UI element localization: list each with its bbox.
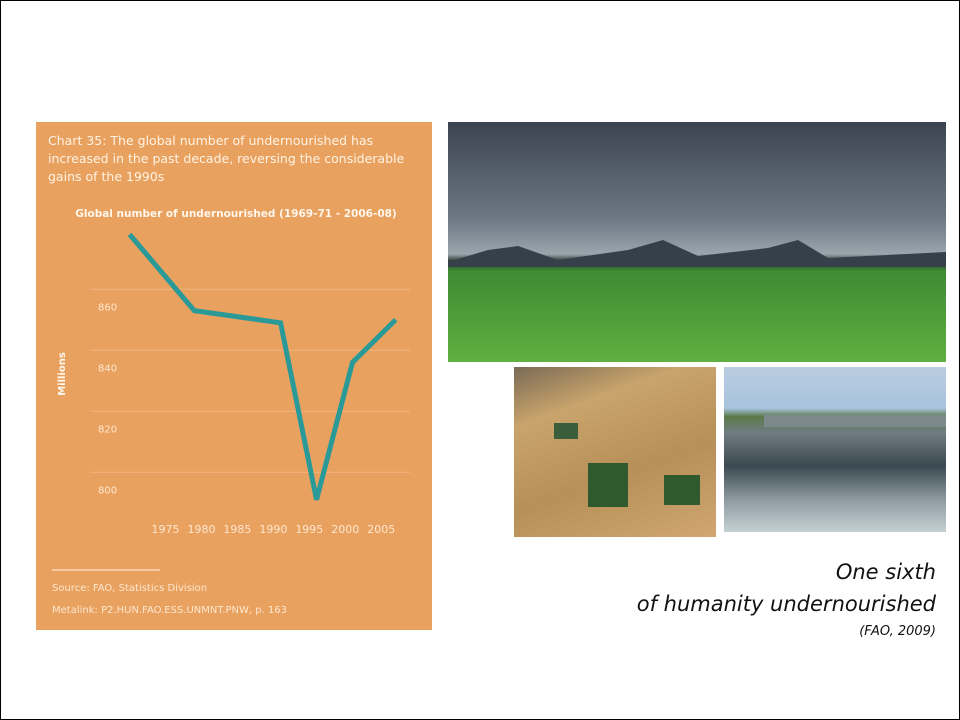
x-tick-label: 1975 — [152, 523, 180, 536]
chart-panel: Chart 35: The global number of undernour… — [36, 122, 432, 630]
photo-art — [514, 367, 716, 537]
x-tick-label: 1980 — [187, 523, 215, 536]
citation: (FAO, 2009) — [859, 624, 936, 639]
caption: One sixth — [836, 560, 936, 584]
source: Source: FAO, Statistics Division — [52, 583, 207, 594]
photo-dam — [724, 367, 946, 532]
photo-art — [448, 122, 946, 362]
x-tick-label: 2005 — [367, 523, 395, 536]
y-tick-label: 840 — [98, 363, 117, 374]
y-tick-label: 820 — [98, 424, 117, 435]
photo-harvest — [514, 367, 716, 537]
data-line — [130, 234, 396, 499]
y-tick-label: 800 — [98, 485, 117, 496]
slide: Chart 35: The global number of undernour… — [0, 0, 960, 720]
dam-bridge — [764, 415, 946, 427]
source: Metalink: P2.HUN.FAO.ESS.UNMNT.PNW, p. 1… — [52, 605, 287, 616]
chart: Millions Source: FAO, Statistics Divisio… — [36, 122, 432, 630]
mountains — [448, 240, 946, 267]
photo-rice-field — [448, 122, 946, 362]
photo-art — [724, 367, 946, 532]
x-tick-label: 1990 — [259, 523, 287, 536]
combine — [664, 475, 700, 505]
y-tick-label: 860 — [98, 302, 117, 313]
y-axis-label: Millions — [57, 352, 68, 396]
combine — [554, 423, 578, 439]
chart-subtitle: Global number of undernourished (1969-71… — [75, 208, 396, 220]
x-tick-label: 2000 — [331, 523, 359, 536]
x-tick-label: 1985 — [223, 523, 251, 536]
combine — [588, 463, 628, 507]
caption: of humanity undernourished — [637, 592, 936, 616]
x-tick-label: 1995 — [295, 523, 323, 536]
